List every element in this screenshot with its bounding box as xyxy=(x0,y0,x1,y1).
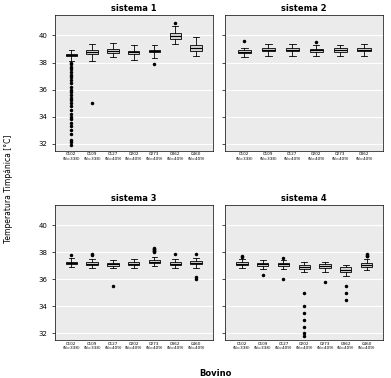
PathPatch shape xyxy=(236,262,248,265)
PathPatch shape xyxy=(107,263,118,266)
Title: sistema 3: sistema 3 xyxy=(111,194,156,203)
Title: sistema 4: sistema 4 xyxy=(282,194,327,203)
PathPatch shape xyxy=(278,263,289,266)
PathPatch shape xyxy=(149,260,160,263)
PathPatch shape xyxy=(128,262,140,265)
PathPatch shape xyxy=(107,49,118,53)
PathPatch shape xyxy=(128,51,140,54)
PathPatch shape xyxy=(310,49,323,52)
PathPatch shape xyxy=(170,262,181,265)
PathPatch shape xyxy=(86,50,98,54)
PathPatch shape xyxy=(262,48,275,51)
Text: Bovino: Bovino xyxy=(199,369,231,378)
PathPatch shape xyxy=(319,264,331,268)
PathPatch shape xyxy=(190,45,202,51)
Title: sistema 1: sistema 1 xyxy=(111,4,156,13)
PathPatch shape xyxy=(149,50,160,53)
PathPatch shape xyxy=(170,33,181,39)
PathPatch shape xyxy=(357,48,371,51)
PathPatch shape xyxy=(340,267,352,272)
PathPatch shape xyxy=(361,263,372,267)
PathPatch shape xyxy=(238,50,251,53)
PathPatch shape xyxy=(298,265,310,269)
PathPatch shape xyxy=(190,261,202,264)
Title: sistema 2: sistema 2 xyxy=(282,4,327,13)
PathPatch shape xyxy=(257,263,268,266)
PathPatch shape xyxy=(86,262,98,265)
PathPatch shape xyxy=(286,48,299,51)
PathPatch shape xyxy=(334,48,347,52)
Text: Temperatura Timpánica [°C]: Temperatura Timpánica [°C] xyxy=(4,135,13,243)
PathPatch shape xyxy=(66,54,77,56)
PathPatch shape xyxy=(66,262,77,264)
